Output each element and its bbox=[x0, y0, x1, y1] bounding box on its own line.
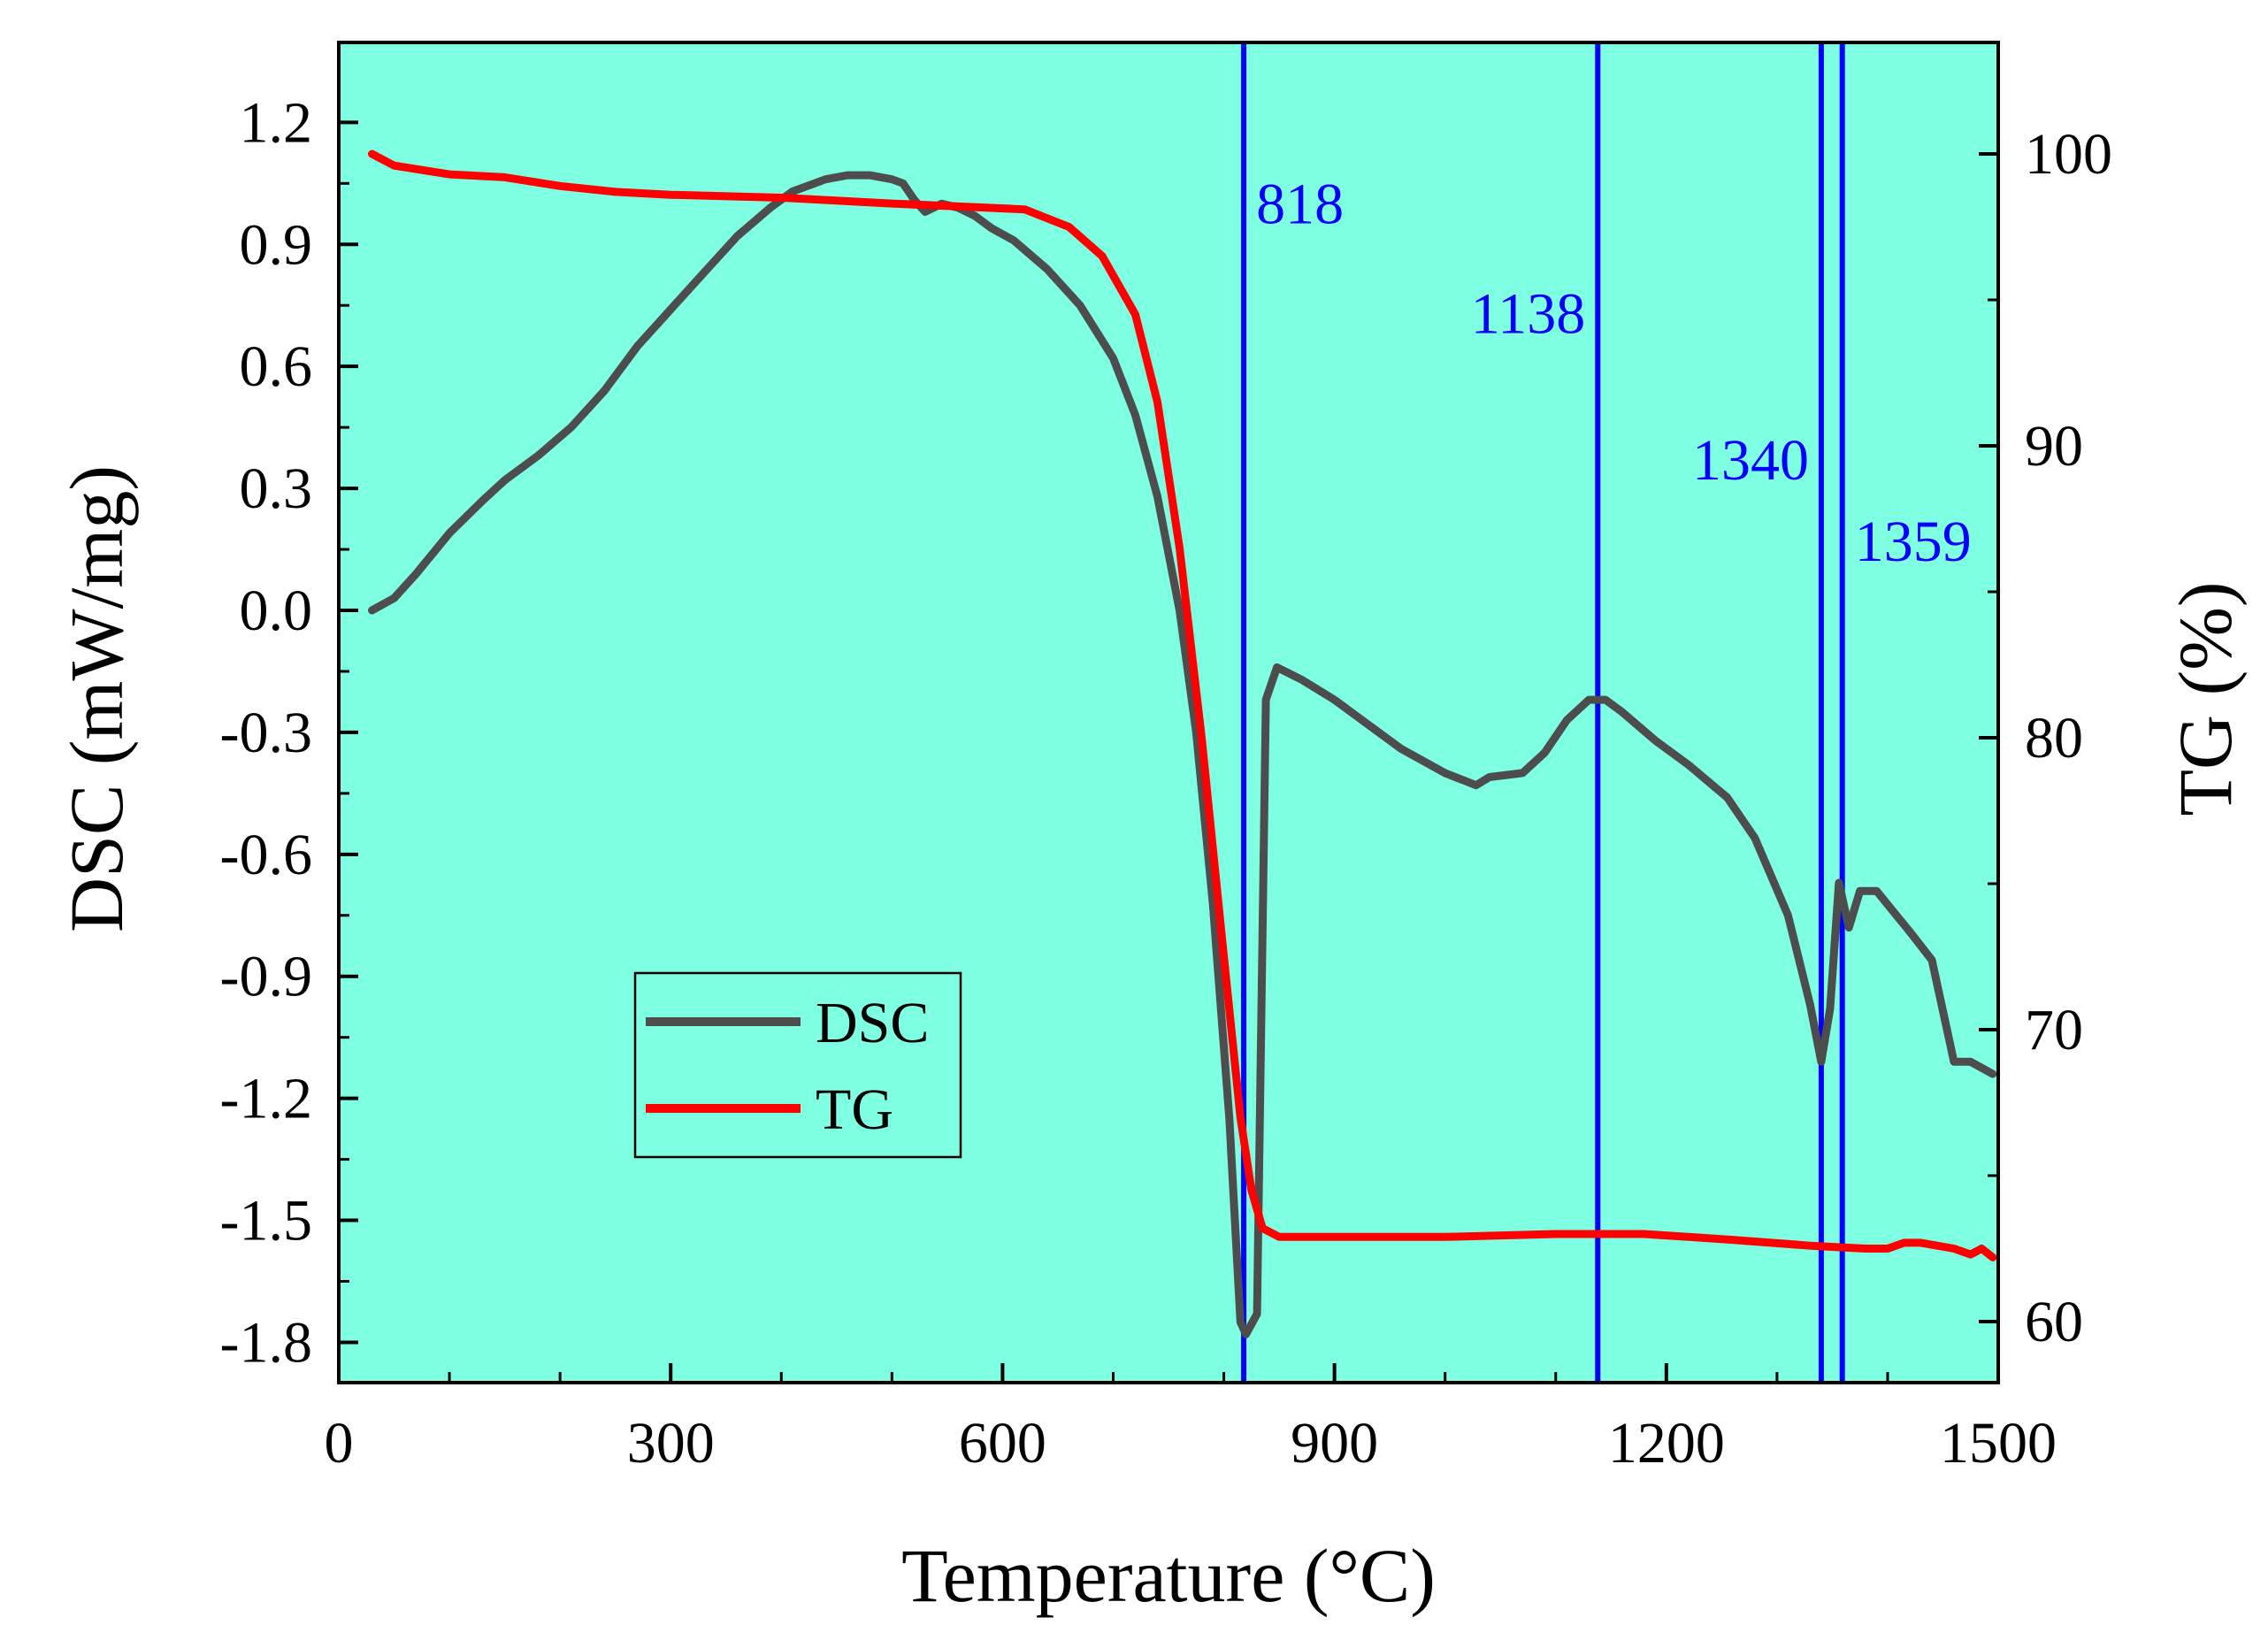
y-left-tick-label: 0.0 bbox=[240, 579, 313, 643]
x-axis-title: Temperature (°C) bbox=[901, 1533, 1436, 1618]
y-right-tick-label: 100 bbox=[2025, 122, 2112, 187]
axis-tick-labels: 0 300 600 900 1200 1500 1.2 0.9 0.6 0.3 0.0 -0.3 -0.… bbox=[220, 90, 2112, 1476]
x-tick-label: 900 bbox=[1291, 1411, 1378, 1476]
vline-label-1138: 1138 bbox=[1471, 281, 1586, 346]
legend-label-dsc: DSC bbox=[816, 991, 929, 1055]
series-line-tg bbox=[368, 149, 1997, 1261]
vline-label-1340: 1340 bbox=[1692, 428, 1809, 493]
x-tick-label: 600 bbox=[959, 1411, 1046, 1476]
legend: DSC TG bbox=[633, 971, 962, 1159]
y-left-tick-label: -1.8 bbox=[220, 1310, 312, 1375]
vline-label-1359: 1359 bbox=[1855, 510, 1972, 574]
x-tick-label: 300 bbox=[627, 1411, 715, 1476]
y-left-tick-label: 0.9 bbox=[240, 212, 313, 277]
plot-area bbox=[339, 42, 1998, 1383]
y-left-tick-label: 0.3 bbox=[240, 456, 313, 521]
x-tick-label: 1200 bbox=[1608, 1411, 1725, 1476]
vertical-marker-lines: 818 1138 1340 1359 bbox=[1241, 42, 1972, 1383]
y-right-tick-label: 80 bbox=[2025, 706, 2083, 770]
y-right-tick-label: 90 bbox=[2025, 414, 2083, 479]
legend-label-tg: TG bbox=[816, 1077, 893, 1142]
y-right-tick-label: 60 bbox=[2025, 1290, 2083, 1354]
x-tick-label: 0 bbox=[325, 1411, 354, 1476]
series-line-dsc bbox=[368, 171, 1997, 1338]
legend-box bbox=[633, 971, 962, 1159]
axis-ticks bbox=[337, 120, 2001, 1383]
y-left-tick-label: 0.6 bbox=[240, 334, 313, 399]
y-left-axis-title: DSC (mW/mg) bbox=[54, 465, 139, 932]
y-left-tick-label: -1.5 bbox=[220, 1189, 312, 1253]
y-left-tick-label: 1.2 bbox=[240, 90, 313, 155]
y-left-tick-label: -1.2 bbox=[220, 1067, 312, 1131]
y-right-tick-label: 70 bbox=[2025, 998, 2083, 1062]
y-left-tick-label: -0.9 bbox=[220, 945, 312, 1009]
y-left-tick-label: -0.3 bbox=[220, 701, 312, 765]
series-layer bbox=[368, 149, 1997, 1338]
plot-frame bbox=[337, 41, 2000, 1384]
x-tick-label: 1500 bbox=[1940, 1411, 2057, 1476]
y-right-axis-title: TG (%) bbox=[2163, 581, 2248, 816]
y-left-tick-label: -0.6 bbox=[220, 823, 312, 887]
vline-label-818: 818 bbox=[1256, 172, 1344, 236]
